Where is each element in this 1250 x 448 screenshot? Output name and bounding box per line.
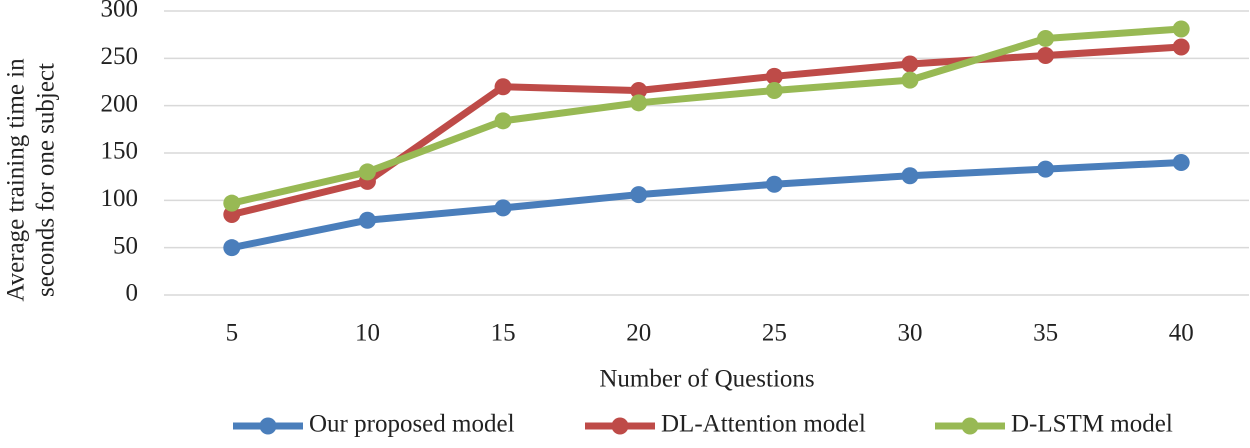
- x-tick-label: 30: [897, 320, 922, 347]
- data-point: [1037, 160, 1055, 178]
- y-tick-label: 0: [126, 280, 139, 307]
- y-tick-label: 50: [113, 232, 138, 259]
- data-point: [765, 82, 783, 100]
- data-point: [1172, 153, 1190, 171]
- data-point: [630, 94, 648, 112]
- data-point: [494, 199, 512, 217]
- x-tick-label: 5: [226, 320, 239, 347]
- data-point: [901, 55, 919, 73]
- data-point: [765, 175, 783, 193]
- data-point: [630, 186, 648, 204]
- series-line: [231, 25, 1182, 207]
- y-axis-label: Average training time in: [3, 58, 30, 302]
- data-point: [358, 163, 376, 181]
- y-tick-label: 150: [101, 138, 139, 165]
- y-axis-label: seconds for one subject: [33, 63, 60, 297]
- legend-label: DL-Attention model: [661, 411, 866, 438]
- legend-label: Our proposed model: [309, 411, 515, 438]
- x-axis-label: Number of Questions: [599, 366, 814, 393]
- data-point: [494, 112, 512, 130]
- x-tick-label: 15: [491, 320, 516, 347]
- data-point: [494, 78, 512, 96]
- data-point: [765, 67, 783, 85]
- data-point: [358, 211, 376, 229]
- data-point: [223, 194, 241, 212]
- x-tick-label: 35: [1033, 320, 1058, 347]
- x-tick-label: 40: [1169, 320, 1194, 347]
- data-point: [901, 71, 919, 89]
- legend-label: D-LSTM model: [1011, 411, 1173, 438]
- data-point: [1172, 20, 1190, 38]
- legend-marker: [259, 417, 277, 435]
- data-point: [1037, 29, 1055, 47]
- y-tick-label: 100: [101, 185, 139, 212]
- legend-marker: [961, 417, 979, 435]
- data-point: [630, 82, 648, 100]
- x-tick-label: 20: [626, 320, 651, 347]
- x-tick-label: 10: [355, 320, 380, 347]
- data-point: [223, 239, 241, 257]
- series-line: [231, 158, 1182, 252]
- y-tick-label: 200: [101, 90, 139, 117]
- legend-marker: [611, 417, 629, 435]
- y-tick-label: 300: [101, 0, 139, 23]
- data-point: [1172, 38, 1190, 56]
- data-point: [901, 167, 919, 185]
- x-tick-label: 25: [762, 320, 787, 347]
- y-tick-label: 250: [101, 43, 139, 70]
- data-point: [1037, 46, 1055, 64]
